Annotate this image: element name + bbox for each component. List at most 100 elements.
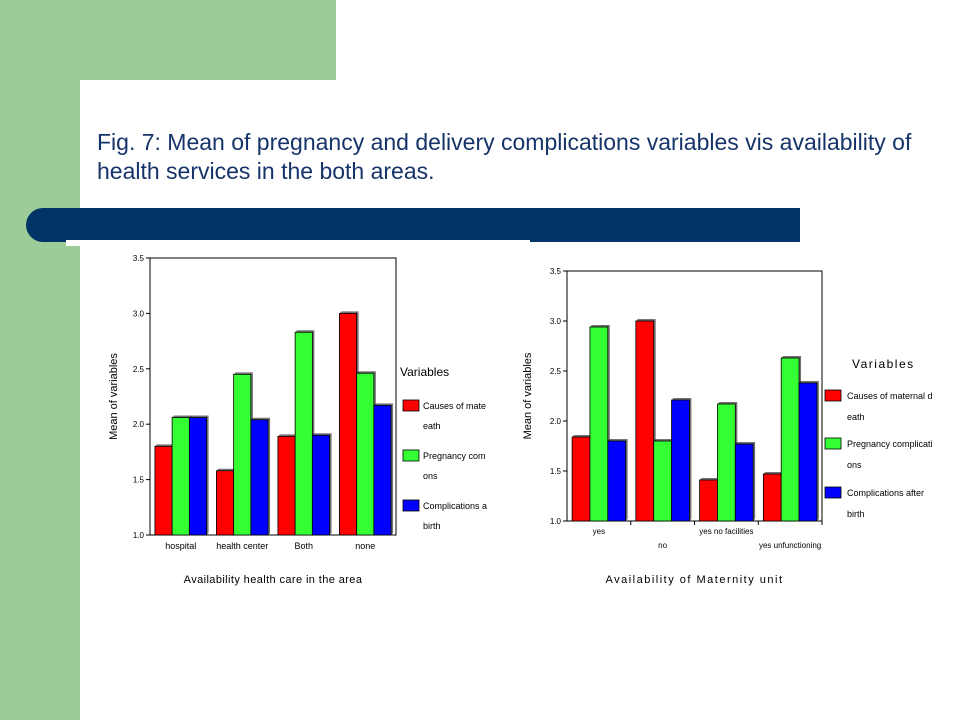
bar-side-blue (625, 439, 628, 521)
bar-red (154, 445, 173, 536)
legend-swatch-blue (824, 486, 842, 499)
bar-blue (671, 399, 690, 522)
bar-green (356, 372, 375, 536)
x-axis-title: Availability health care in the area (184, 574, 363, 586)
bar-top-blue (189, 415, 209, 418)
bar-side-blue (689, 398, 692, 521)
bar-top-green (653, 439, 674, 441)
bar-top-green (233, 372, 253, 375)
x-tick-label: yes no facilities (699, 527, 753, 536)
legend-swatch-green (824, 437, 842, 450)
legend-label: Causes of maternal d (847, 391, 933, 401)
y-tick-label: 1.0 (133, 531, 145, 540)
y-tick-label: 3.0 (133, 309, 145, 318)
bar-top-green (295, 330, 315, 333)
bar-top-blue (312, 433, 332, 436)
legend-swatch-green (402, 449, 420, 462)
x-tick-label: no (658, 541, 667, 550)
bar-top-red (572, 435, 592, 437)
bar-side-blue (206, 415, 209, 535)
y-tick-label: 1.5 (550, 467, 562, 476)
legend-swatch-blue (402, 499, 420, 512)
bar-top-green (717, 402, 738, 404)
legend-label: Complications a (423, 501, 487, 511)
bar-red (277, 435, 296, 536)
x-tick-label: hospital (165, 541, 196, 551)
bar-side-blue (329, 433, 332, 535)
y-tick-label: 3.0 (550, 317, 562, 326)
bar-side-blue (816, 381, 819, 521)
bar-top-red (339, 311, 359, 314)
bar-top-blue (799, 381, 819, 383)
chart-health-care: 1.0 1.5 2.0 2.5 3.0 3.5 hospital health center B… (108, 254, 487, 586)
legend-swatch-red (402, 399, 420, 412)
bar-red (699, 479, 718, 522)
bar-top-red (277, 434, 298, 437)
legend-label-cont: ons (423, 471, 438, 481)
bar-red (216, 470, 235, 536)
y-tick-label: 2.0 (133, 420, 145, 429)
x-axis-title: Availability of Maternity unit (605, 574, 783, 586)
x-tick-label: none (355, 541, 375, 551)
y-tick-label: 1.5 (133, 476, 145, 485)
bar-top-green (589, 325, 610, 327)
bar-blue (734, 443, 754, 522)
bar-top-blue (735, 442, 756, 444)
slide-title: Fig. 7: Mean of pregnancy and delivery c… (97, 129, 912, 184)
legend-label: Causes of mate (423, 401, 486, 411)
plot-frame (149, 257, 397, 536)
bar-top-blue (373, 403, 394, 406)
title-rule-notch (66, 240, 530, 246)
y-tick-label: 3.5 (133, 254, 145, 263)
legend-label-cont: eath (847, 412, 865, 422)
bar-blue (188, 417, 207, 536)
legend-title: Variables (400, 365, 449, 379)
bar-green (589, 326, 609, 522)
bar-blue (607, 440, 627, 522)
bar-green (717, 403, 736, 522)
bar-top-red (216, 468, 236, 471)
bar-side-blue (391, 403, 394, 535)
bar-side-blue (753, 442, 756, 521)
top-band (80, 0, 336, 80)
x-tick-label: yes unfunctioning (759, 541, 821, 550)
side-band (0, 0, 80, 720)
bar-green (294, 331, 313, 536)
bar-top-green (781, 356, 802, 358)
bar-top-red (635, 319, 656, 321)
bar-green (653, 440, 672, 522)
bar-top-blue (607, 439, 628, 441)
bar-side-blue (268, 417, 271, 535)
bar-top-green (356, 371, 376, 374)
title-rule (26, 208, 800, 242)
bar-top-red (154, 444, 175, 447)
bar-green (233, 373, 252, 536)
bar-red (762, 473, 782, 522)
bar-top-red (763, 472, 784, 474)
legend-label: Pregnancy com (423, 451, 486, 461)
bar-top-blue (671, 398, 692, 400)
x-tick-label: health center (216, 541, 268, 551)
bar-top-blue (250, 417, 271, 420)
y-axis-title: Mean of variables (108, 353, 120, 440)
legend-label: Pregnancy complicati (847, 439, 933, 449)
bar-blue (798, 382, 818, 522)
bar-top-green (172, 415, 192, 418)
x-tick-label: Both (294, 541, 313, 551)
bar-top-red (699, 478, 720, 480)
x-tick-label: yes (593, 527, 605, 536)
bar-blue (373, 404, 392, 536)
chart-maternity-unit: 1.0 1.5 2.0 2.5 3.0 3.5 yes no yes no facilities… (522, 267, 933, 586)
legend-title: Variables (852, 357, 915, 371)
y-axis-title: Mean of variables (522, 352, 534, 439)
bar-green (171, 417, 190, 536)
legend-label-cont: eath (423, 421, 441, 431)
legend-label-cont: birth (847, 509, 865, 519)
bar-blue (250, 419, 269, 536)
y-tick-label: 2.5 (133, 365, 145, 374)
y-tick-label: 3.5 (550, 267, 562, 276)
y-tick-label: 2.0 (550, 417, 562, 426)
legend-label-cont: birth (423, 521, 441, 531)
bar-green (780, 357, 800, 522)
